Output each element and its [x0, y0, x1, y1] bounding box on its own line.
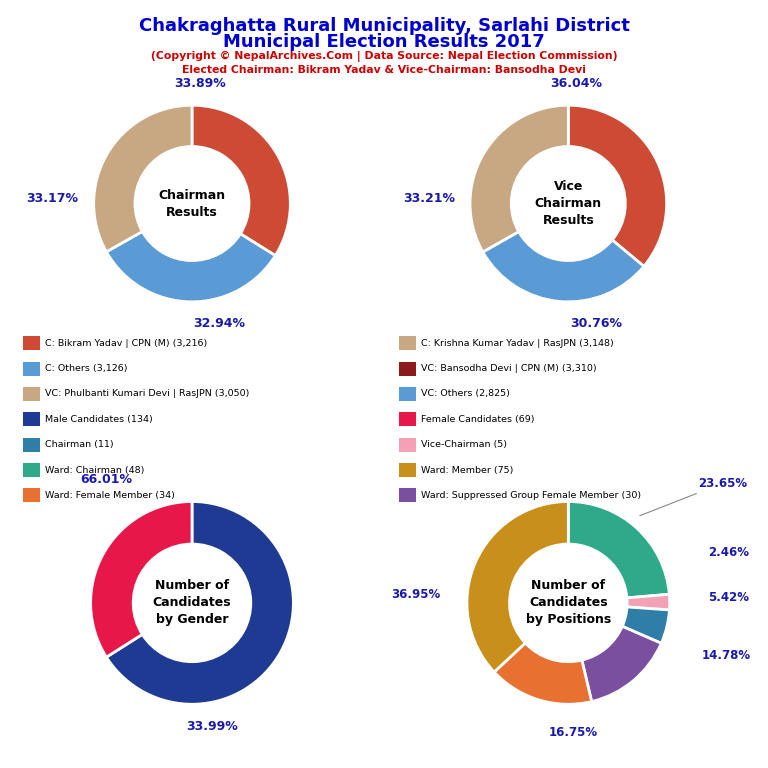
Text: Chakraghatta Rural Municipality, Sarlahi District: Chakraghatta Rural Municipality, Sarlahi…	[138, 17, 630, 35]
Text: 14.78%: 14.78%	[702, 649, 751, 662]
Wedge shape	[627, 594, 670, 610]
Text: 32.94%: 32.94%	[194, 317, 246, 330]
Text: 23.65%: 23.65%	[640, 477, 747, 515]
Text: Elected Chairman: Bikram Yadav & Vice-Chairman: Bansodha Devi: Elected Chairman: Bikram Yadav & Vice-Ch…	[182, 65, 586, 74]
Text: Chairman
Results: Chairman Results	[158, 188, 226, 219]
Text: VC: Others (2,825): VC: Others (2,825)	[421, 389, 510, 399]
Text: 36.95%: 36.95%	[392, 588, 441, 601]
Text: 30.76%: 30.76%	[570, 317, 622, 330]
Text: 33.99%: 33.99%	[187, 720, 238, 733]
Text: 2.46%: 2.46%	[708, 546, 750, 558]
Wedge shape	[483, 232, 644, 302]
Wedge shape	[106, 231, 276, 302]
Wedge shape	[568, 502, 670, 598]
Text: Ward: Chairman (48): Ward: Chairman (48)	[45, 465, 144, 475]
Text: Vice-Chairman (5): Vice-Chairman (5)	[421, 440, 507, 449]
Text: Chairman (11): Chairman (11)	[45, 440, 113, 449]
Text: Municipal Election Results 2017: Municipal Election Results 2017	[223, 33, 545, 51]
Wedge shape	[470, 105, 568, 252]
Wedge shape	[94, 105, 192, 252]
Text: Female Candidates (69): Female Candidates (69)	[421, 415, 535, 424]
Text: C: Bikram Yadav | CPN (M) (3,216): C: Bikram Yadav | CPN (M) (3,216)	[45, 339, 207, 348]
Text: 66.01%: 66.01%	[80, 472, 132, 485]
Text: Number of
Candidates
by Gender: Number of Candidates by Gender	[153, 579, 231, 627]
Text: 33.21%: 33.21%	[402, 192, 455, 205]
Text: C: Others (3,126): C: Others (3,126)	[45, 364, 127, 373]
Text: VC: Phulbanti Kumari Devi | RasJPN (3,050): VC: Phulbanti Kumari Devi | RasJPN (3,05…	[45, 389, 249, 399]
Text: Number of
Candidates
by Positions: Number of Candidates by Positions	[525, 579, 611, 627]
Text: 33.17%: 33.17%	[26, 192, 78, 205]
Text: 33.89%: 33.89%	[174, 77, 226, 90]
Text: 16.75%: 16.75%	[549, 726, 598, 739]
Wedge shape	[192, 105, 290, 256]
Wedge shape	[91, 502, 192, 657]
Wedge shape	[107, 502, 293, 704]
Wedge shape	[494, 643, 591, 704]
Text: C: Krishna Kumar Yadav | RasJPN (3,148): C: Krishna Kumar Yadav | RasJPN (3,148)	[421, 339, 614, 348]
Text: Vice
Chairman
Results: Vice Chairman Results	[535, 180, 602, 227]
Text: (Copyright © NepalArchives.Com | Data Source: Nepal Election Commission): (Copyright © NepalArchives.Com | Data So…	[151, 51, 617, 61]
Wedge shape	[622, 607, 670, 644]
Text: Male Candidates (134): Male Candidates (134)	[45, 415, 152, 424]
Text: Ward: Member (75): Ward: Member (75)	[421, 465, 513, 475]
Text: VC: Bansodha Devi | CPN (M) (3,310): VC: Bansodha Devi | CPN (M) (3,310)	[421, 364, 597, 373]
Text: Ward: Female Member (34): Ward: Female Member (34)	[45, 491, 174, 500]
Text: 5.42%: 5.42%	[708, 591, 750, 604]
Wedge shape	[467, 502, 568, 672]
Text: Ward: Suppressed Group Female Member (30): Ward: Suppressed Group Female Member (30…	[421, 491, 641, 500]
Text: 36.04%: 36.04%	[550, 77, 602, 90]
Wedge shape	[582, 627, 661, 701]
Wedge shape	[568, 105, 667, 266]
